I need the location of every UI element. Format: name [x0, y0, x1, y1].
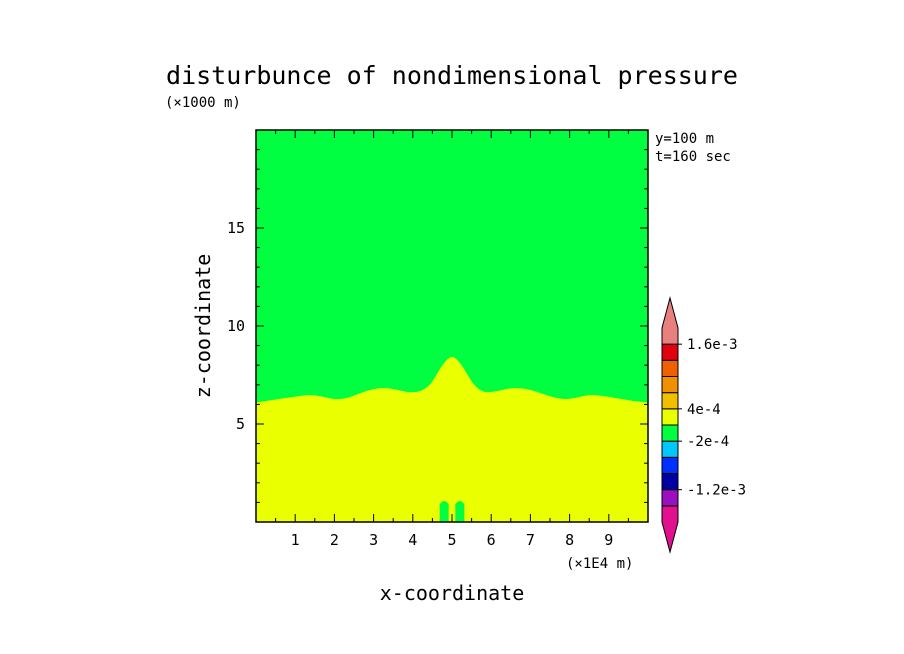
chart-title: disturbunce of nondimensional pressure: [166, 61, 738, 90]
x-tick-label: 1: [291, 531, 300, 549]
x-tick-label: 7: [526, 531, 535, 549]
x-tick-label: 4: [408, 531, 417, 549]
colorbar: -1.2e-3 -2e-4 4e-4 1.6e-3: [661, 296, 746, 554]
x-unit-label: (×1E4 m): [566, 556, 633, 572]
colorbar-swatch: [661, 392, 679, 410]
colorbar-swatch: [661, 456, 679, 475]
colorbar-label: -1.2e-3: [687, 483, 746, 499]
annotation-y: y=100 m: [655, 131, 714, 147]
colorbar-label: 4e-4: [687, 402, 721, 418]
colorbar-swatch: [661, 296, 679, 345]
colorbar-swatch: [661, 505, 679, 554]
x-tick-label: 6: [487, 531, 496, 549]
feature-lobe: [455, 500, 465, 522]
colorbar-label: -2e-4: [687, 434, 729, 450]
colorbar-swatch: [661, 359, 679, 378]
x-axis-ticks: 1 2 3 4 5 6 7 8 9: [255, 130, 649, 549]
plot-area: [255, 129, 649, 523]
x-tick-label: 2: [330, 531, 339, 549]
colorbar-swatch: [661, 408, 679, 426]
colorbar-swatch: [661, 424, 679, 442]
colorbar-swatch: [661, 343, 679, 361]
lower-region: [256, 356, 648, 522]
y-unit-label: (×1000 m): [165, 95, 241, 111]
y-tick-label: 15: [227, 219, 245, 237]
annotation-t: t=160 sec: [655, 149, 731, 165]
colorbar-label: 1.6e-3: [687, 337, 738, 353]
x-axis-label: x-coordinate: [380, 581, 525, 605]
y-axis-ticks: 5 10 15: [227, 149, 648, 523]
x-tick-label: 9: [604, 531, 613, 549]
y-axis-label: z-coordinate: [191, 254, 215, 399]
colorbar-swatch: [661, 489, 679, 507]
colorbar-swatch: [661, 440, 679, 458]
y-tick-label: 10: [227, 317, 245, 335]
feature-lobe: [439, 500, 449, 522]
colorbar-swatch: [661, 376, 679, 394]
x-tick-label: 8: [565, 531, 574, 549]
x-tick-label: 3: [369, 531, 378, 549]
colorbar-swatch: [661, 473, 679, 491]
small-features: [439, 500, 465, 522]
x-tick-label: 5: [447, 531, 456, 549]
y-tick-label: 5: [236, 415, 245, 433]
